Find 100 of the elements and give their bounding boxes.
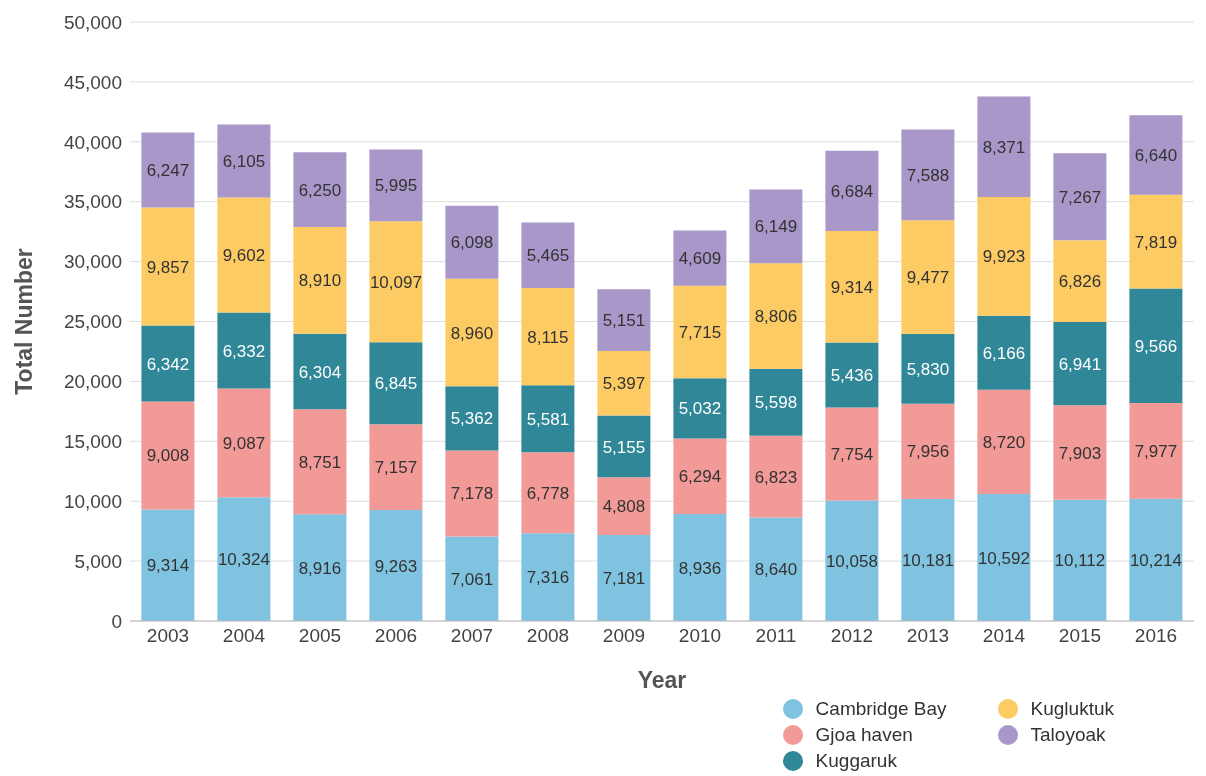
bar — [977, 96, 1031, 197]
x-tick-label: 2016 — [1134, 625, 1178, 647]
bar — [293, 333, 347, 410]
data-label: 9,857 — [146, 257, 190, 277]
data-label: 5,465 — [526, 246, 570, 266]
data-label: 7,267 — [1058, 187, 1102, 207]
data-label: 6,105 — [222, 152, 266, 172]
data-label: 9,263 — [374, 556, 418, 576]
data-label: 5,032 — [678, 399, 722, 419]
x-tick-label: 2005 — [298, 625, 342, 647]
data-label: 9,314 — [830, 277, 874, 297]
data-label: 10,324 — [217, 550, 270, 570]
bar — [521, 385, 575, 453]
bar — [1129, 288, 1183, 404]
data-label: 9,602 — [222, 246, 266, 266]
y-tick-label: 50,000 — [63, 11, 122, 33]
bar — [597, 415, 651, 478]
data-label: 8,806 — [754, 306, 798, 326]
data-label: 7,178 — [450, 484, 494, 504]
bar — [293, 514, 347, 621]
data-label: 6,166 — [982, 343, 1026, 363]
data-label: 6,342 — [146, 354, 190, 374]
data-label: 6,149 — [754, 217, 798, 237]
data-label: 10,058 — [825, 551, 878, 571]
data-label: 6,845 — [374, 374, 418, 394]
data-label: 6,332 — [222, 341, 266, 361]
data-label: 8,916 — [298, 558, 342, 578]
data-label: 10,112 — [1054, 551, 1106, 571]
bar — [217, 197, 271, 313]
data-label: 9,923 — [982, 247, 1026, 267]
data-label: 7,181 — [602, 569, 646, 589]
data-label: 4,808 — [602, 497, 646, 517]
bar — [597, 350, 651, 416]
x-tick-label: 2004 — [222, 625, 266, 647]
bar — [445, 278, 499, 387]
legend-label: Kugluktuk — [1030, 698, 1114, 720]
bar — [977, 494, 1031, 621]
bar — [901, 220, 955, 334]
data-label: 5,362 — [450, 409, 494, 429]
bar — [445, 450, 499, 537]
bar — [369, 221, 423, 343]
bar — [369, 510, 423, 621]
bar — [1053, 499, 1107, 621]
x-tick-label: 2011 — [755, 625, 797, 647]
bar — [141, 509, 195, 621]
data-label: 8,960 — [450, 323, 494, 343]
bar — [369, 424, 423, 511]
data-label: 6,098 — [450, 233, 494, 253]
bar — [1053, 405, 1107, 500]
bar — [673, 230, 727, 286]
x-tick-label: 2007 — [450, 625, 494, 647]
bar — [749, 435, 803, 518]
bar — [825, 342, 879, 408]
bar — [141, 325, 195, 402]
x-tick-label: 2014 — [982, 625, 1026, 647]
data-label: 6,823 — [754, 467, 798, 487]
bar — [825, 230, 879, 343]
bar — [217, 312, 271, 389]
data-label: 6,684 — [830, 181, 874, 201]
data-label: 8,720 — [982, 432, 1026, 452]
data-label: 7,316 — [526, 568, 570, 588]
data-label: 6,247 — [146, 161, 190, 181]
bar — [673, 285, 727, 379]
y-tick-label: 5,000 — [74, 550, 122, 572]
legend-label: Cambridge Bay — [815, 698, 947, 720]
bar — [1053, 153, 1107, 241]
data-label: 5,598 — [754, 393, 798, 413]
bar — [1129, 498, 1183, 621]
bar — [1053, 240, 1107, 323]
bar — [217, 497, 271, 621]
bar — [521, 288, 575, 386]
data-label: 5,397 — [602, 374, 646, 394]
bar — [293, 409, 347, 515]
y-tick-label: 25,000 — [63, 311, 122, 333]
data-label: 5,830 — [906, 359, 950, 379]
bar — [1129, 403, 1183, 499]
data-label: 10,097 — [369, 272, 422, 292]
bar — [825, 407, 879, 501]
y-tick-label: 35,000 — [63, 191, 122, 213]
y-tick-label: 10,000 — [63, 490, 122, 512]
bar — [673, 513, 727, 621]
data-label: 6,294 — [678, 467, 722, 487]
bar — [445, 536, 499, 621]
data-label: 9,087 — [222, 433, 266, 453]
bar — [217, 124, 271, 198]
bar — [369, 149, 423, 222]
data-label: 7,715 — [678, 323, 722, 343]
y-tick-label: 40,000 — [63, 131, 122, 153]
data-label: 8,936 — [678, 558, 722, 578]
bar — [673, 378, 727, 439]
y-tick-label: 0 — [111, 610, 122, 632]
bar — [901, 333, 955, 404]
bar — [141, 132, 195, 208]
legend-label: Kuggaruk — [815, 750, 897, 772]
x-tick-label: 2008 — [526, 625, 570, 647]
bar — [673, 438, 727, 514]
bar — [293, 227, 347, 334]
bar — [1129, 115, 1183, 195]
bar — [445, 205, 499, 279]
bar — [521, 452, 575, 534]
